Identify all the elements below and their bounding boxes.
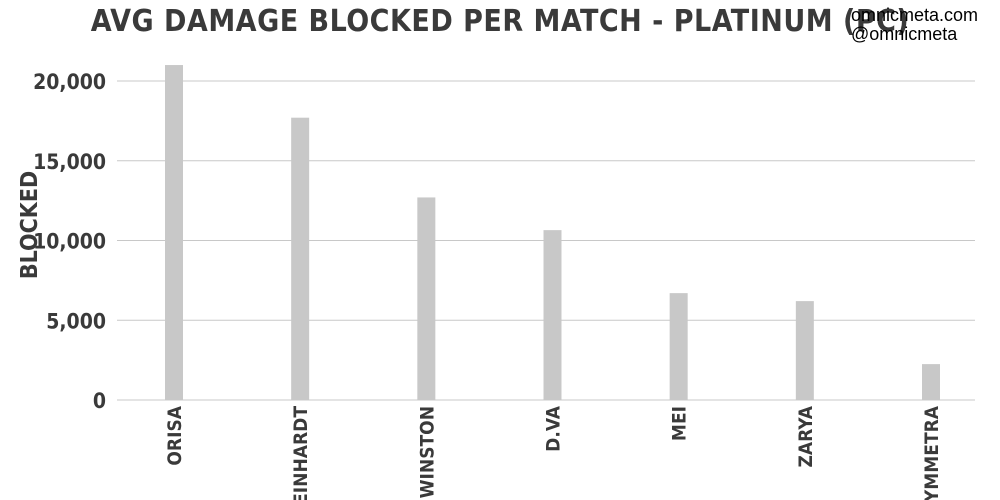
x-tick-label: ORISA [164,405,186,465]
x-tick-label: SYMMETRA [921,405,943,500]
bar-d-va [543,230,562,400]
y-tick-label: 0 [93,389,106,413]
x-tick-label: REINHARDT [290,406,312,500]
credit-handle: @omnicmeta [851,24,958,44]
x-tick-label: WINSTON [416,406,438,498]
y-tick-label: 15,000 [33,150,106,174]
x-tick-labels: ORISA REINHARDT WINSTON D.VA MEI ZARYA SYMMETR… [164,405,943,500]
y-axis-title: BLOCKED [17,171,43,279]
bar-mei [669,293,688,400]
bar-reinhardt [291,117,310,400]
bar-zarya [795,301,814,400]
bar-symmetra [922,364,940,400]
y-tick-label: 5,000 [46,309,106,333]
chart-title: AVG DAMAGE BLOCKED PER MATCH - PLATINUM … [91,4,910,39]
x-tick-label: D.VA [543,405,565,452]
bars [165,65,940,401]
y-tick-labels: 0 5,000 10,000 15,000 20,000 [33,70,106,413]
bar-orisa [165,65,183,401]
bar-winston [417,197,436,400]
y-tick-label: 20,000 [33,70,106,94]
credit-site: omnicmeta.com [851,5,978,25]
x-tick-label: MEI [669,406,691,441]
x-tick-label: ZARYA [795,405,817,467]
y-tick-label: 10,000 [33,230,106,254]
